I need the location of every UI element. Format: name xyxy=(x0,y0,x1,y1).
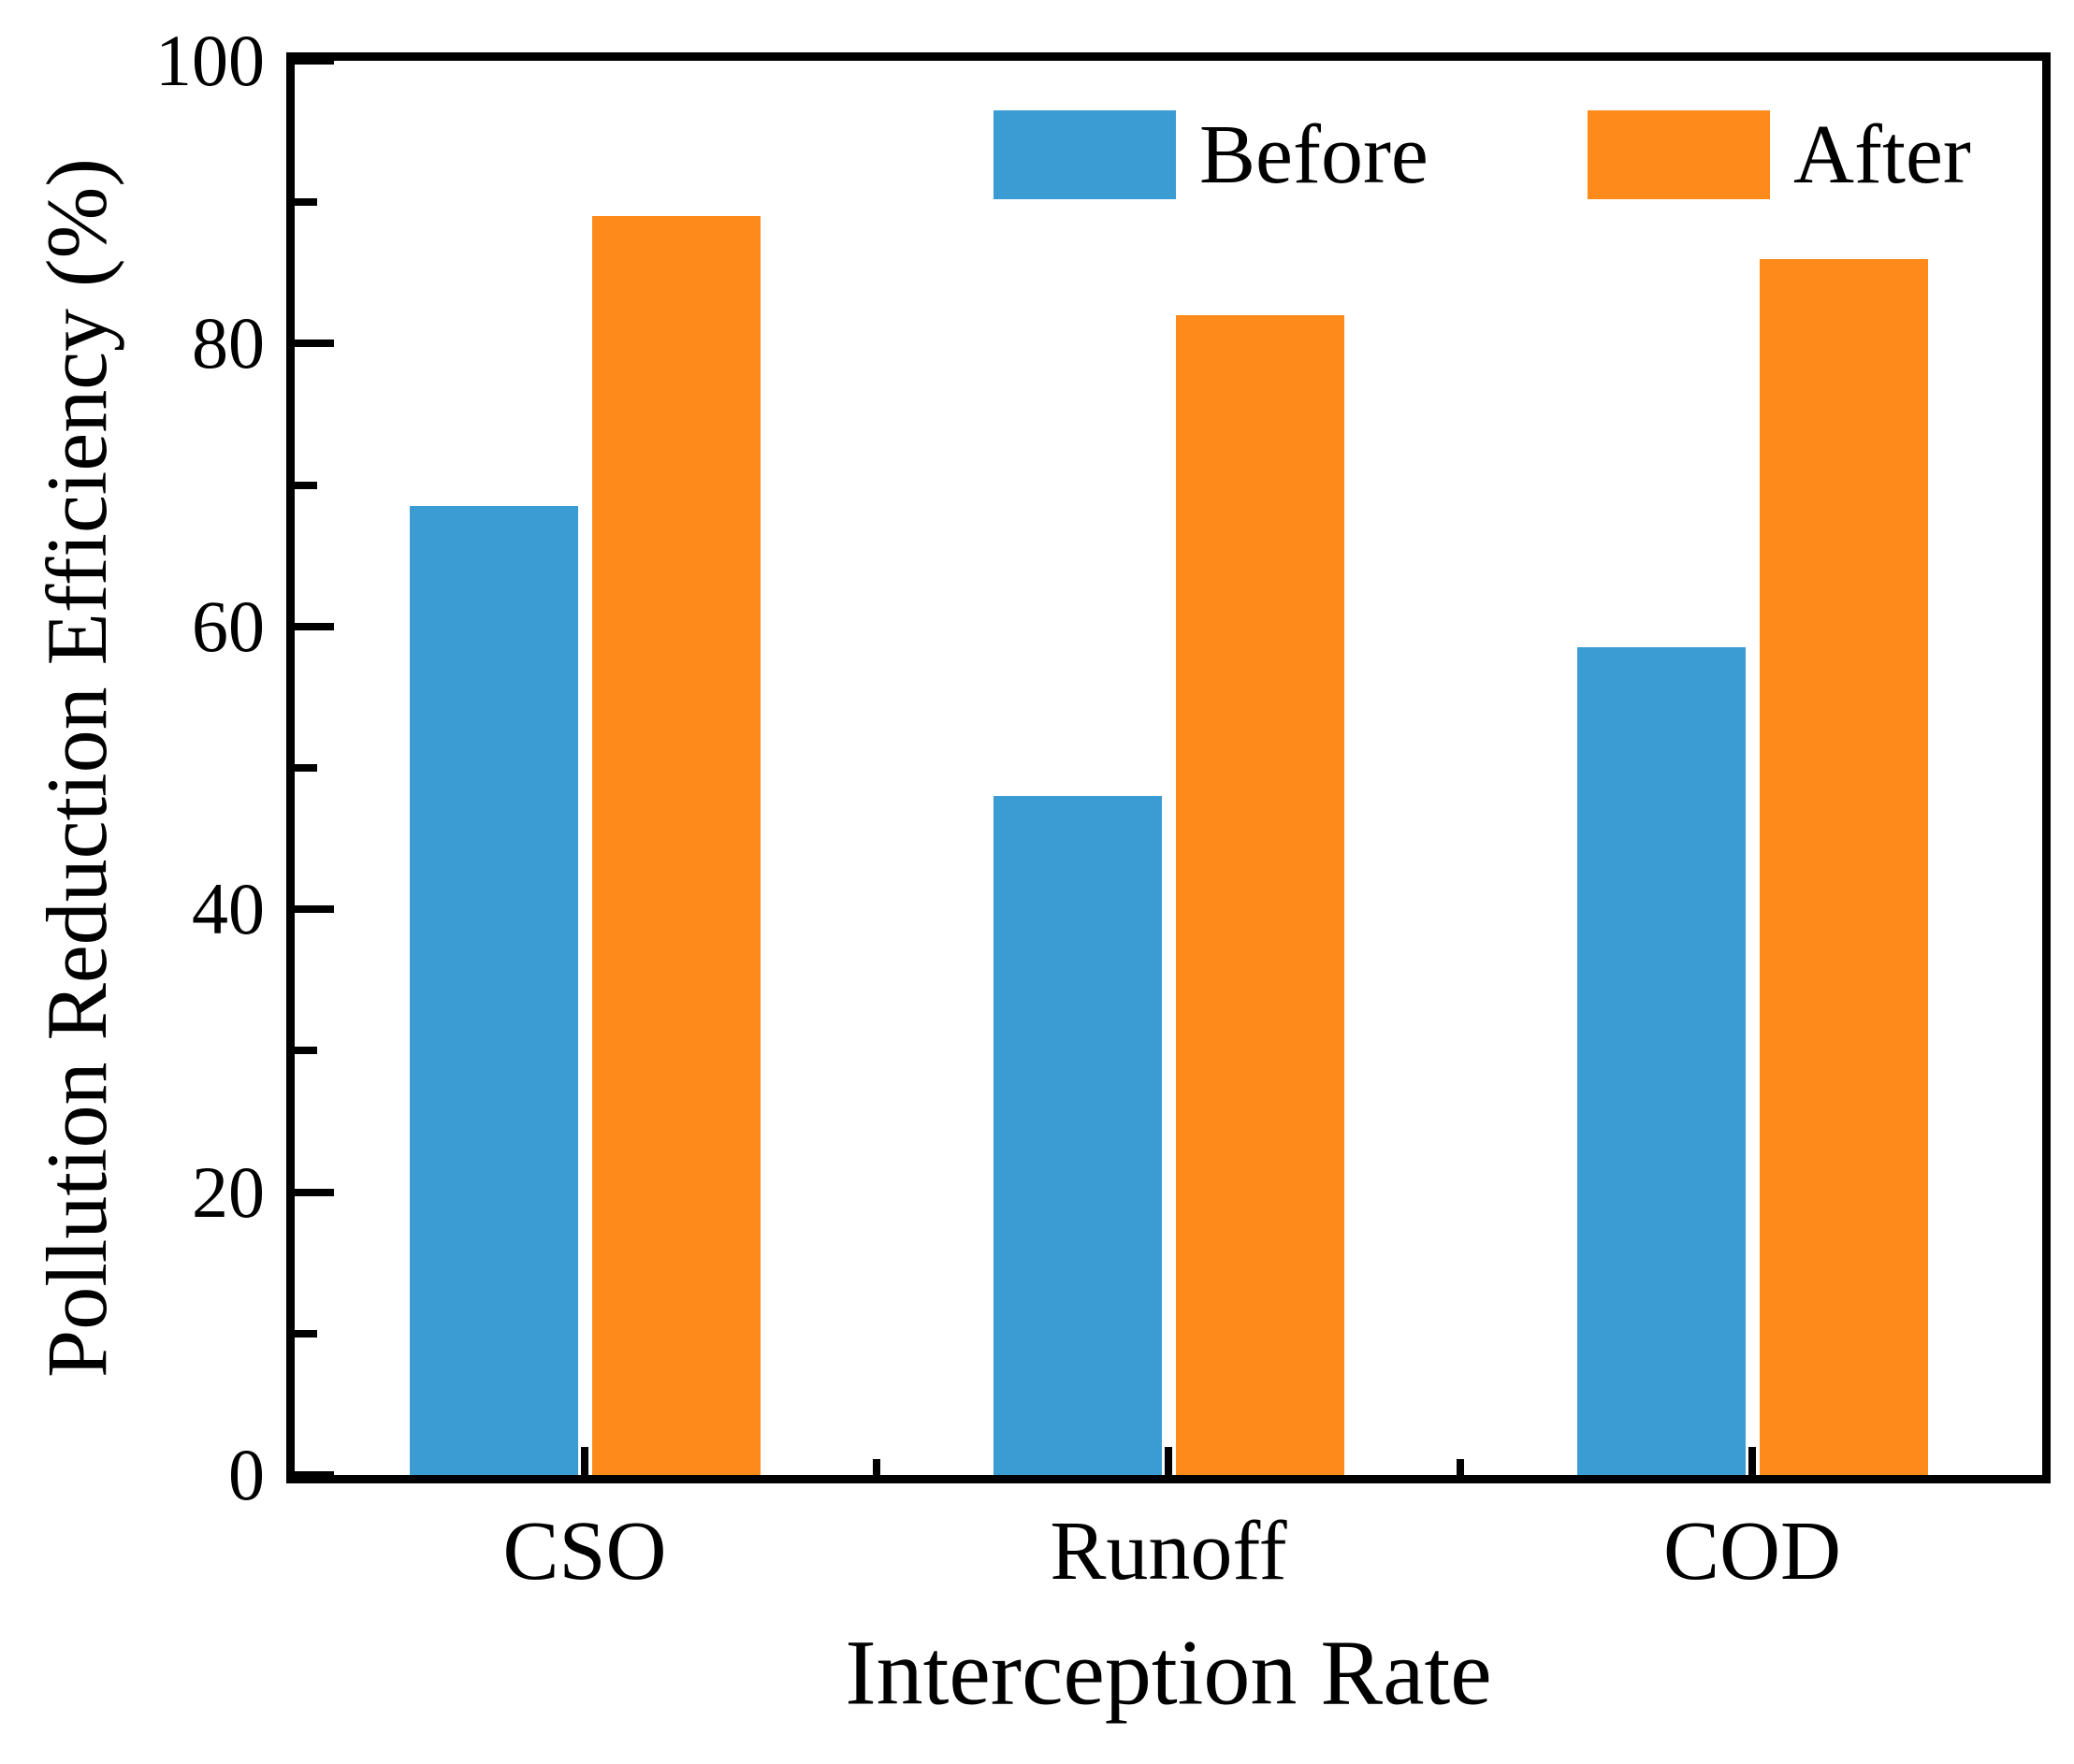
y-minor-tick xyxy=(295,1329,317,1337)
bar-after-cod xyxy=(1759,258,1928,1475)
y-minor-tick xyxy=(295,198,317,207)
y-major-tick xyxy=(295,1188,334,1196)
plot-border xyxy=(286,52,2051,1483)
x-major-tick xyxy=(1748,1447,1756,1475)
bar-after-runoff xyxy=(1175,315,1344,1475)
x-minor-tick xyxy=(873,1459,880,1475)
y-major-tick xyxy=(295,622,334,630)
y-tick-label: 80 xyxy=(192,302,265,384)
y-major-tick xyxy=(295,905,334,914)
y-major-tick xyxy=(295,57,334,65)
plot-area xyxy=(295,57,2042,1479)
y-tick-label: 60 xyxy=(192,585,265,667)
x-category-label-cod: COD xyxy=(1662,1505,1842,1598)
x-minor-tick xyxy=(1457,1459,1464,1475)
bar-before-cod xyxy=(1576,647,1746,1475)
legend-swatch-before xyxy=(993,110,1176,199)
x-category-label-cso: CSO xyxy=(502,1505,667,1598)
y-major-tick xyxy=(295,1471,334,1479)
y-minor-tick xyxy=(295,1047,317,1055)
y-minor-tick xyxy=(295,481,317,489)
x-major-tick xyxy=(581,1447,588,1475)
legend-label-after: After xyxy=(1793,108,1971,201)
y-minor-tick xyxy=(295,764,317,772)
x-axis-title: Interception Rate xyxy=(845,1620,1492,1725)
bar-before-runoff xyxy=(993,796,1162,1475)
legend-swatch-after xyxy=(1588,110,1770,199)
x-major-tick xyxy=(1165,1447,1172,1475)
y-tick-label: 0 xyxy=(228,1434,265,1515)
y-tick-label: 20 xyxy=(192,1150,265,1233)
bar-after-cso xyxy=(591,216,761,1475)
bar-before-cso xyxy=(409,506,578,1475)
legend-label-before: Before xyxy=(1199,108,1429,201)
y-major-tick xyxy=(295,340,334,348)
x-category-label-runoff: Runoff xyxy=(1050,1505,1287,1598)
y-tick-label: 40 xyxy=(192,868,265,950)
y-axis-title: Pollution Reduction Efficiency (%) xyxy=(29,158,124,1378)
y-tick-label: 100 xyxy=(155,20,265,101)
